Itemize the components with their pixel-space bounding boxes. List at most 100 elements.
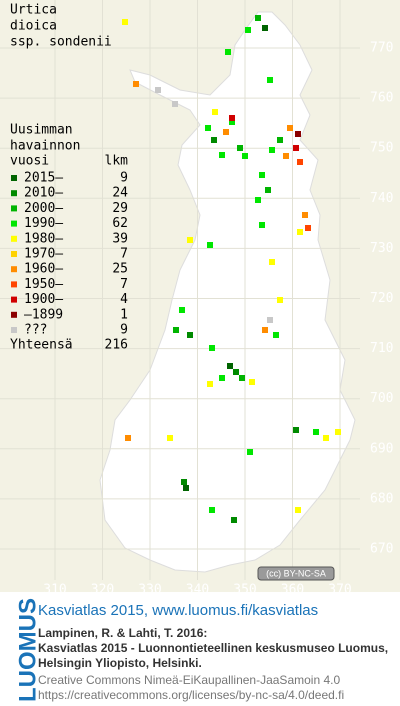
- observation-square: [181, 479, 187, 485]
- legend-col-year: vuosi: [10, 154, 49, 169]
- observation-square: [262, 327, 268, 333]
- legend-label: 2010–: [24, 186, 63, 201]
- legend-count: 1: [120, 307, 128, 322]
- observation-square: [187, 237, 193, 243]
- logo: LUOMUS: [14, 598, 41, 702]
- citation: Kasviatlas 2015 - Luonnontieteellinen ke…: [38, 641, 388, 655]
- legend-count: 9: [120, 171, 128, 186]
- observation-square: [277, 297, 283, 303]
- y-label: 770: [370, 41, 393, 56]
- observation-square: [183, 485, 189, 491]
- observation-square: [255, 197, 261, 203]
- observation-square: [305, 225, 311, 231]
- legend-label: 2000–: [24, 201, 63, 216]
- y-label: 760: [370, 91, 393, 106]
- observation-square: [323, 435, 329, 441]
- observation-square: [265, 187, 271, 193]
- observation-square: [242, 153, 248, 159]
- observation-square: [125, 435, 131, 441]
- observation-square: [179, 307, 185, 313]
- observation-square: [259, 222, 265, 228]
- x-label: 320: [91, 583, 114, 598]
- observation-square: [297, 229, 303, 235]
- legend-label: 1960–: [24, 262, 63, 277]
- footer-background: [0, 592, 400, 702]
- legend-label: 2015–: [24, 171, 63, 186]
- x-label: 350: [233, 583, 256, 598]
- legend-count: 62: [112, 216, 128, 231]
- legend-swatch: [11, 266, 17, 273]
- observation-square: [267, 317, 273, 323]
- legend-count: 25: [112, 262, 128, 277]
- observation-square: [293, 145, 299, 151]
- link[interactable]: Kasviatlas 2015, www.luomus.fi/kasviatla…: [38, 602, 318, 619]
- observation-square: [209, 507, 215, 513]
- observation-square: [237, 145, 243, 151]
- legend-col-count: lkm: [105, 154, 129, 169]
- observation-square: [267, 77, 273, 83]
- observation-square: [155, 87, 161, 93]
- observation-square: [167, 435, 173, 441]
- x-label: 360: [281, 583, 304, 598]
- citation: Helsingin Yliopisto, Helsinki.: [38, 656, 202, 670]
- title-line: Urtica: [10, 3, 57, 18]
- y-label: 740: [370, 191, 393, 206]
- legend-swatch: [11, 175, 17, 181]
- observation-square: [229, 115, 235, 121]
- observation-square: [207, 381, 213, 387]
- title-line: ssp. sondenii: [10, 35, 112, 50]
- legend-swatch: [11, 205, 17, 212]
- legend-count: 29: [112, 201, 128, 216]
- observation-square: [247, 449, 253, 455]
- license-badge: [257, 566, 335, 581]
- observation-square: [295, 507, 301, 513]
- x-label: 340: [186, 583, 209, 598]
- total-label: Yhteensä: [10, 338, 73, 353]
- observation-square: [249, 379, 255, 385]
- observation-square: [283, 153, 289, 159]
- license: Creative Commons Nimeä-EiKaupallinen-Jaa…: [38, 673, 340, 687]
- observation-square: [233, 369, 239, 375]
- license-url[interactable]: https://creativecommons.org/licenses/by-…: [38, 688, 344, 702]
- y-label: 710: [370, 341, 393, 356]
- observation-square: [227, 363, 233, 369]
- legend-swatch: [11, 235, 17, 242]
- legend-swatch: [11, 190, 17, 197]
- legend-label: 1980–: [24, 231, 63, 246]
- observation-square: [223, 129, 229, 135]
- observation-square: [287, 125, 293, 131]
- observation-square: [262, 25, 268, 31]
- observations: [122, 15, 341, 523]
- legend-label: ???: [24, 323, 47, 338]
- y-label: 730: [370, 241, 393, 256]
- y-label: 750: [370, 141, 393, 156]
- observation-square: [229, 119, 235, 125]
- legend-swatch: [11, 311, 17, 318]
- legend-count: 4: [120, 292, 128, 307]
- legend-swatch: [11, 296, 17, 303]
- observation-square: [295, 131, 301, 137]
- x-label: 330: [138, 583, 161, 598]
- observation-square: [335, 429, 341, 435]
- observation-square: [207, 242, 213, 248]
- legend-label: 1900–: [24, 292, 63, 307]
- y-label: 680: [370, 491, 393, 506]
- observation-square: [231, 517, 237, 523]
- observation-square: [245, 27, 251, 33]
- observation-square: [205, 125, 211, 131]
- y-label: 670: [370, 542, 393, 557]
- legend-count: 39: [112, 231, 128, 246]
- legend-heading: havainnon: [10, 139, 80, 154]
- observation-square: [172, 101, 178, 107]
- observation-square: [297, 159, 303, 165]
- legend-count: 7: [120, 247, 128, 262]
- legend-label: 1970–: [24, 247, 63, 262]
- observation-square: [302, 212, 308, 218]
- legend-count: 7: [120, 277, 128, 292]
- observation-square: [259, 172, 265, 178]
- legend-label: –1899: [24, 307, 63, 322]
- observation-square: [219, 375, 225, 381]
- observation-square: [133, 81, 139, 87]
- observation-square: [187, 332, 193, 338]
